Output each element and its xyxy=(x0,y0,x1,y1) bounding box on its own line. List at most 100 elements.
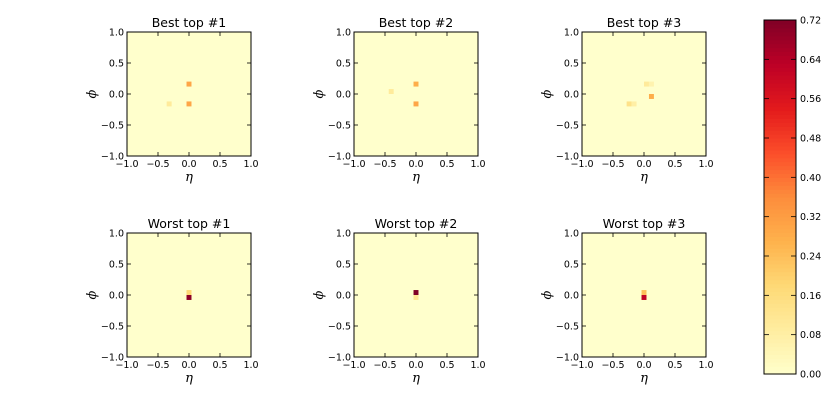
y-tick-label: 1.0 xyxy=(109,229,124,240)
heatmap-cell xyxy=(648,94,654,99)
x-tick-label: −1.0 xyxy=(115,360,138,371)
y-axis-label: ϕ xyxy=(85,290,100,299)
colorbar-segment xyxy=(764,366,796,371)
y-tick-label: −1.0 xyxy=(556,353,579,364)
heatmap-cell xyxy=(413,101,419,107)
colorbar-segment xyxy=(764,279,796,285)
x-tick-label: 0.5 xyxy=(439,360,454,371)
y-tick-label: 1.0 xyxy=(564,28,579,39)
x-tick-label: 0.0 xyxy=(181,159,196,170)
heatmap-cell xyxy=(186,295,192,300)
x-tick-label: 0.0 xyxy=(181,360,196,371)
colorbar-segment xyxy=(764,354,796,359)
colorbar-segment xyxy=(764,71,796,76)
y-tick-label: −0.5 xyxy=(101,121,124,132)
heatmap-cell xyxy=(388,89,394,94)
colorbar-frame xyxy=(763,19,797,375)
panel-title: Worst top #1 xyxy=(148,216,231,231)
colorbar-segment xyxy=(764,189,796,194)
colorbar-segment xyxy=(764,342,796,348)
x-tick-label: 0.0 xyxy=(408,360,423,371)
colorbar-segment xyxy=(764,181,796,186)
x-axis-label: η xyxy=(412,371,420,386)
colorbar-segment xyxy=(764,94,796,100)
heatmap-cell xyxy=(166,101,172,107)
x-axis-label: η xyxy=(640,371,648,386)
colorbar-segment xyxy=(764,307,796,312)
x-tick-label: 1.0 xyxy=(470,360,485,371)
y-tick-label: 0.5 xyxy=(109,59,124,70)
y-tick-label: 0.0 xyxy=(564,90,579,101)
y-tick-label: −0.5 xyxy=(556,322,579,333)
colorbar-segment xyxy=(764,208,796,214)
heatmap-cell xyxy=(413,295,419,300)
colorbar-tick-label: 0.40 xyxy=(800,173,821,184)
colorbar-tick-label: 0.72 xyxy=(800,16,821,27)
y-tick-label: −1.0 xyxy=(556,152,579,163)
colorbar-segment xyxy=(764,236,796,241)
heatmap-cell xyxy=(186,101,192,107)
y-tick-label: 1.0 xyxy=(564,229,579,240)
x-tick-label: −0.5 xyxy=(601,159,624,170)
colorbar-segment xyxy=(764,59,796,64)
colorbar-segment xyxy=(764,122,796,127)
colorbar-segment xyxy=(764,23,796,29)
colorbar-segment xyxy=(764,322,796,328)
x-tick-label: 0.5 xyxy=(212,159,227,170)
colorbar-segment xyxy=(764,173,796,178)
y-tick-label: −0.5 xyxy=(101,322,124,333)
colorbar-segment xyxy=(764,161,796,167)
y-tick-label: −1.0 xyxy=(328,152,351,163)
y-tick-label: 0.0 xyxy=(336,291,351,302)
y-tick-label: 0.0 xyxy=(564,291,579,302)
panel-title: Best top #1 xyxy=(152,15,227,30)
y-tick-label: −1.0 xyxy=(328,353,351,364)
colorbar-segment xyxy=(764,106,796,112)
x-tick-label: −1.0 xyxy=(570,360,593,371)
y-tick-label: 0.0 xyxy=(109,291,124,302)
y-tick-label: 0.5 xyxy=(336,59,351,70)
x-tick-label: −0.5 xyxy=(373,159,396,170)
colorbar-segment xyxy=(764,228,796,233)
heatmap-cell xyxy=(641,295,647,300)
colorbar-segment xyxy=(764,130,796,135)
heatmap-background xyxy=(354,32,478,156)
colorbar-segment xyxy=(764,291,796,296)
panel-title: Best top #3 xyxy=(607,15,682,30)
panel-title: Best top #2 xyxy=(379,15,454,30)
colorbar-segment xyxy=(764,263,796,269)
colorbar-tick-label: 0.24 xyxy=(800,252,821,263)
colorbar-segment xyxy=(764,244,796,249)
heatmap-cell xyxy=(648,81,654,87)
colorbar-segment xyxy=(764,126,796,131)
colorbar-segment xyxy=(764,330,796,336)
colorbar-tick-label: 0.64 xyxy=(800,55,821,66)
colorbar-segment xyxy=(764,224,796,230)
y-axis-label: ϕ xyxy=(312,290,327,299)
colorbar-segment xyxy=(764,299,796,304)
x-tick-label: 0.5 xyxy=(439,159,454,170)
colorbar-segment xyxy=(764,287,796,292)
colorbar-segment xyxy=(764,358,796,363)
colorbar-tick-label: 0.16 xyxy=(800,291,821,302)
colorbar-segment xyxy=(764,248,796,253)
colorbar-segment xyxy=(764,216,796,222)
heatmap-cell xyxy=(186,81,192,87)
y-tick-label: −0.5 xyxy=(556,121,579,132)
colorbar-segment xyxy=(764,267,796,273)
colorbar-segment xyxy=(764,39,796,45)
y-tick-label: 1.0 xyxy=(336,28,351,39)
colorbar-segment xyxy=(764,149,796,155)
colorbar-segment xyxy=(764,220,796,226)
colorbar-segment xyxy=(764,134,796,139)
heatmap-cell xyxy=(644,81,649,87)
x-tick-label: −1.0 xyxy=(342,159,365,170)
colorbar-segment xyxy=(764,311,796,316)
colorbar-segment xyxy=(764,295,796,300)
x-tick-label: 0.5 xyxy=(667,159,682,170)
y-tick-label: 0.5 xyxy=(564,260,579,271)
colorbar-segment xyxy=(764,75,796,80)
panel-title: Worst top #2 xyxy=(375,216,458,231)
colorbar-segment xyxy=(764,259,796,265)
